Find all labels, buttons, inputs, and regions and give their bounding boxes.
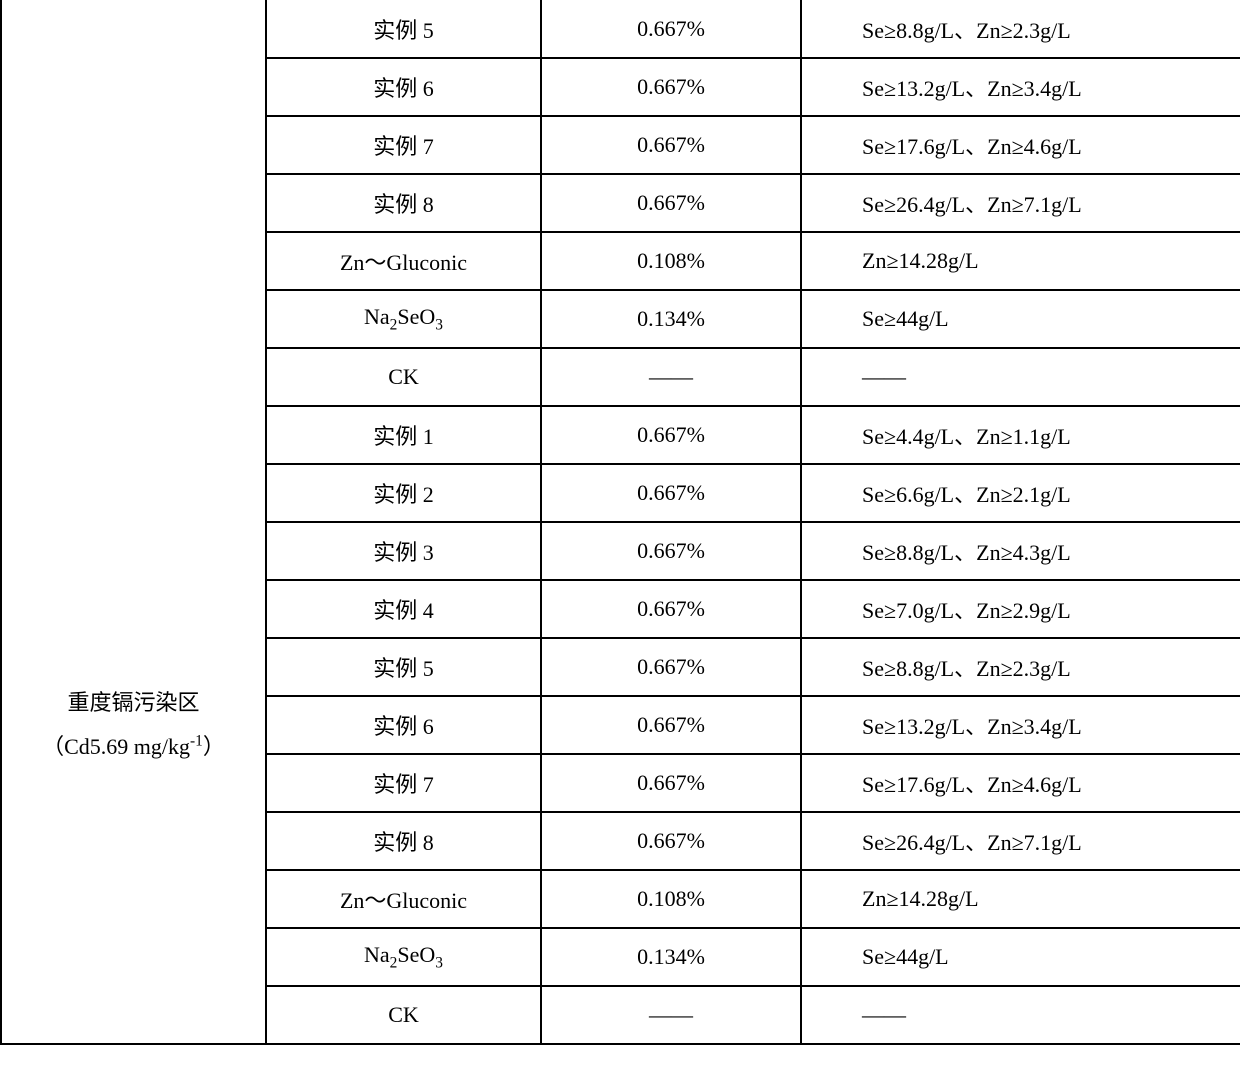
content-cell: Se≥8.8g/L、Zn≥2.3g/L [801,638,1240,696]
dose-cell: 0.667% [541,464,801,522]
treatment-cell: Zn～Gluconic [266,232,541,290]
content-cell: Se≥26.4g/L、Zn≥7.1g/L [801,812,1240,870]
dose-cell: 0.667% [541,58,801,116]
content-cell: Zn≥14.28g/L [801,870,1240,928]
treatment-cell: Zn～Gluconic [266,870,541,928]
dose-cell: 0.108% [541,232,801,290]
content-cell: Se≥17.6g/L、Zn≥4.6g/L [801,116,1240,174]
dose-cell: —— [541,986,801,1044]
content-cell: Zn≥14.28g/L [801,232,1240,290]
content-cell: Se≥6.6g/L、Zn≥2.1g/L [801,464,1240,522]
dose-cell: 0.667% [541,754,801,812]
content-cell: Se≥44g/L [801,928,1240,986]
treatment-cell: 实例 5 [266,638,541,696]
content-cell: —— [801,986,1240,1044]
content-cell: Se≥4.4g/L、Zn≥1.1g/L [801,406,1240,464]
treatment-cell: 实例 1 [266,406,541,464]
content-cell: Se≥44g/L [801,290,1240,348]
dose-cell: 0.108% [541,870,801,928]
treatment-cell: Na2SeO3 [266,928,541,986]
treatment-cell: 实例 7 [266,754,541,812]
treatment-cell: 实例 5 [266,0,541,58]
treatment-cell: CK [266,348,541,406]
treatment-cell: 实例 3 [266,522,541,580]
treatment-cell: 实例 8 [266,812,541,870]
treatment-cell: 实例 7 [266,116,541,174]
table-row: 重度镉污染区（Cd5.69 mg/kg-1）实例 10.667%Se≥4.4g/… [1,406,1240,464]
dose-cell: 0.667% [541,174,801,232]
dose-cell: —— [541,348,801,406]
treatment-cell: 实例 2 [266,464,541,522]
treatment-cell: CK [266,986,541,1044]
dose-cell: 0.667% [541,580,801,638]
dose-cell: 0.667% [541,696,801,754]
treatment-cell: Na2SeO3 [266,290,541,348]
dose-cell: 0.667% [541,406,801,464]
treatment-cell: 实例 6 [266,696,541,754]
content-cell: Se≥13.2g/L、Zn≥3.4g/L [801,58,1240,116]
data-table: 实例 50.667%Se≥8.8g/L、Zn≥2.3g/L实例 60.667%S… [0,0,1240,1045]
content-cell: Se≥8.8g/L、Zn≥4.3g/L [801,522,1240,580]
dose-cell: 0.667% [541,812,801,870]
content-cell: Se≥26.4g/L、Zn≥7.1g/L [801,174,1240,232]
content-cell: Se≥8.8g/L、Zn≥2.3g/L [801,0,1240,58]
content-cell: Se≥7.0g/L、Zn≥2.9g/L [801,580,1240,638]
treatment-cell: 实例 8 [266,174,541,232]
dose-cell: 0.667% [541,116,801,174]
dose-cell: 0.134% [541,928,801,986]
dose-cell: 0.667% [541,638,801,696]
content-cell: Se≥13.2g/L、Zn≥3.4g/L [801,696,1240,754]
content-cell: Se≥17.6g/L、Zn≥4.6g/L [801,754,1240,812]
treatment-cell: 实例 4 [266,580,541,638]
dose-cell: 0.667% [541,522,801,580]
dose-cell: 0.667% [541,0,801,58]
treatment-cell: 实例 6 [266,58,541,116]
content-cell: —— [801,348,1240,406]
table-body: 实例 50.667%Se≥8.8g/L、Zn≥2.3g/L实例 60.667%S… [1,0,1240,1044]
dose-cell: 0.134% [541,290,801,348]
region-heading-empty [1,0,266,406]
region-heading: 重度镉污染区（Cd5.69 mg/kg-1） [1,406,266,1044]
table-row: 实例 50.667%Se≥8.8g/L、Zn≥2.3g/L [1,0,1240,58]
